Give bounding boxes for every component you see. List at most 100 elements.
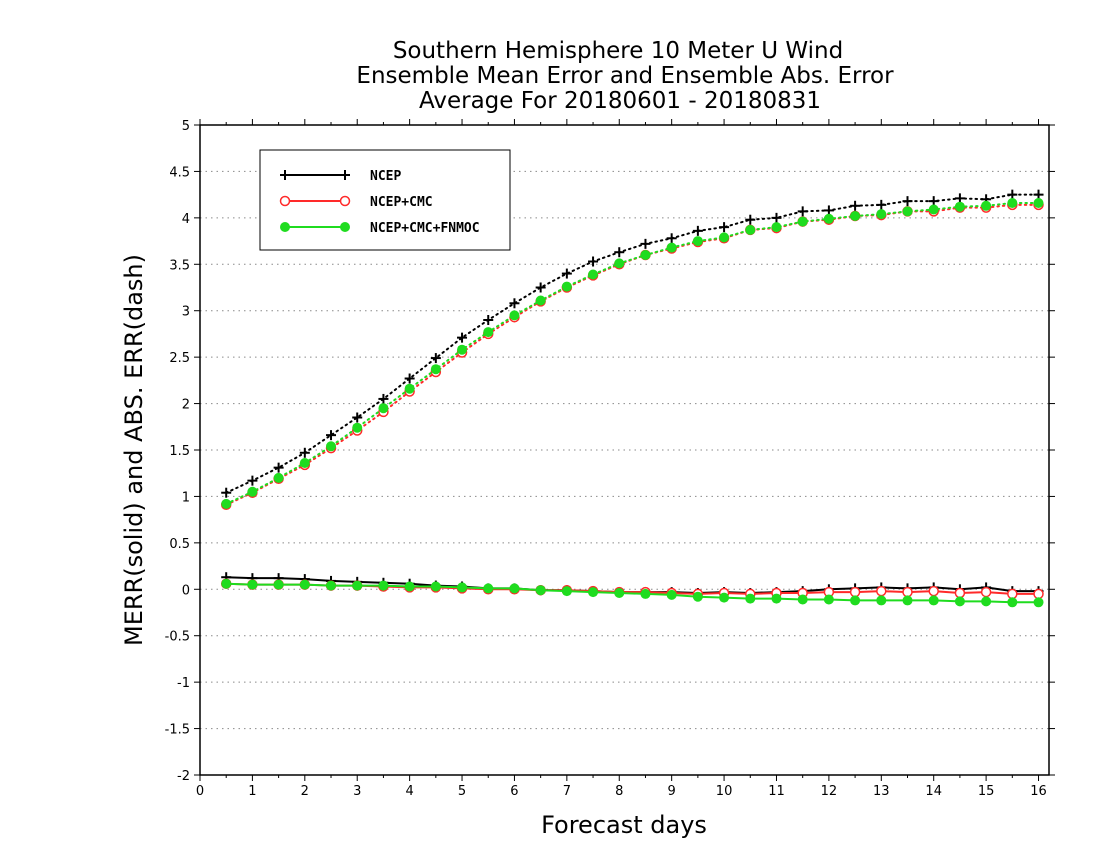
x-tick-label: 16	[1030, 784, 1047, 799]
mean-error-point	[719, 592, 730, 603]
x-tick-label: 11	[768, 784, 785, 799]
abs-error-point	[221, 498, 232, 509]
abs-error-point	[404, 373, 415, 384]
abs-error-point	[535, 282, 546, 293]
chart-title: Southern Hemisphere 10 Meter U Wind Ense…	[356, 38, 894, 114]
legend-marker	[340, 222, 350, 232]
abs-error-point	[640, 250, 651, 260]
abs-error-point	[692, 225, 703, 236]
x-tick-label: 8	[615, 784, 623, 799]
abs-error-point	[850, 200, 861, 211]
mean-error-point	[640, 588, 651, 599]
x-tick-label: 14	[925, 784, 942, 799]
mean-error-point	[954, 587, 966, 599]
mean-error-point	[404, 581, 415, 592]
mean-error-point	[1033, 597, 1044, 608]
title-line-2: Ensemble Mean Error and Ensemble Abs. Er…	[356, 63, 894, 89]
y-tick-label: 0	[182, 583, 190, 598]
y-tick-label: 0.5	[169, 537, 190, 552]
x-tick-label: 7	[563, 784, 571, 799]
mean-error-point	[928, 595, 939, 606]
x-tick-label: 9	[668, 784, 676, 799]
y-tick-label: -2	[177, 769, 190, 784]
legend-entry-ncep-cmc-fnmoc: NCEP+CMC+FNMOC	[280, 221, 480, 236]
mean-error-point	[247, 579, 258, 590]
abs-error-point	[719, 232, 730, 243]
y-axis: -2 -1.5 -1 -0.5 0 0.5 1 1.5 2 2.5 3 3.5 4 4.5 5	[165, 119, 1055, 784]
mean-error-point	[771, 593, 782, 604]
mean-error-point	[902, 595, 913, 606]
legend-marker	[280, 222, 290, 232]
title-line-1: Southern Hemisphere 10 Meter U Wind	[393, 38, 843, 64]
mean-error-point	[483, 583, 494, 594]
x-tick-label: 6	[510, 784, 518, 799]
abs-error-point	[273, 472, 284, 483]
abs-error-point	[247, 486, 258, 497]
x-tick-label: 10	[716, 784, 733, 799]
abs-error-point	[404, 383, 415, 394]
mean-error-point	[326, 580, 337, 591]
legend-marker	[339, 195, 351, 207]
abs-error-point	[483, 327, 494, 338]
y-tick-label: 3	[182, 305, 190, 320]
y-tick-label: 1.5	[169, 444, 190, 459]
mean-error-point	[876, 595, 887, 606]
x-tick-label: 15	[978, 784, 995, 799]
abs-error-point	[430, 353, 441, 364]
mean-error-line	[226, 582, 1039, 604]
mean-error-point	[850, 595, 861, 606]
mean-error-point	[561, 586, 572, 597]
mean-error-point	[849, 586, 861, 598]
abs-error-point	[457, 332, 468, 343]
abs-error-point	[954, 193, 965, 204]
mean-error-point	[823, 594, 834, 605]
abs-error-point	[1033, 198, 1044, 208]
x-tick-label: 13	[873, 784, 890, 799]
abs-error-point	[850, 211, 861, 221]
abs-error-point	[797, 206, 808, 217]
legend-entry-ncep: NCEP	[280, 169, 401, 184]
x-tick-label: 3	[353, 784, 361, 799]
abs-error-point	[745, 224, 756, 235]
legend-label: NCEP+CMC+FNMOC	[370, 221, 480, 236]
abs-error-point	[640, 238, 651, 249]
abs-error-point	[719, 222, 730, 233]
mean-error-point	[876, 585, 887, 597]
mean-error-point	[797, 594, 808, 605]
series-ncep-cmc	[220, 199, 1044, 600]
legend-marker	[340, 170, 350, 180]
y-axis-title: MERR(solid) and ABS. ERR(dash)	[120, 254, 148, 646]
mean-error-point	[1007, 588, 1018, 600]
abs-error-point	[614, 247, 625, 258]
series-ncep	[221, 189, 1044, 598]
series-layer	[220, 189, 1044, 608]
mean-error-point	[457, 582, 468, 593]
legend-entry-ncep-cmc: NCEP+CMC	[279, 195, 433, 210]
y-tick-label: -1.5	[165, 723, 190, 738]
abs-error-point	[981, 200, 992, 211]
abs-error-point	[1033, 189, 1044, 200]
mean-error-point	[509, 583, 520, 594]
y-tick-label: 2	[182, 398, 190, 413]
abs-error-point	[666, 242, 677, 253]
abs-error-point	[326, 430, 337, 441]
mean-error-point	[692, 591, 703, 602]
abs-error-point	[588, 256, 599, 267]
abs-error-point	[561, 268, 572, 279]
mean-error-point	[981, 596, 992, 607]
mean-error-point	[588, 587, 599, 598]
abs-error-point	[378, 403, 389, 414]
abs-error-point	[378, 393, 389, 404]
abs-error-point	[771, 222, 782, 233]
mean-error-point	[1033, 588, 1044, 600]
abs-error-point	[954, 201, 965, 212]
abs-error-point	[614, 258, 625, 269]
y-tick-label: -0.5	[165, 630, 190, 645]
x-tick-label: 12	[821, 784, 838, 799]
abs-error-point	[823, 213, 834, 224]
abs-error-point	[902, 196, 913, 207]
legend-marker	[279, 195, 291, 207]
abs-error-point	[535, 295, 546, 306]
